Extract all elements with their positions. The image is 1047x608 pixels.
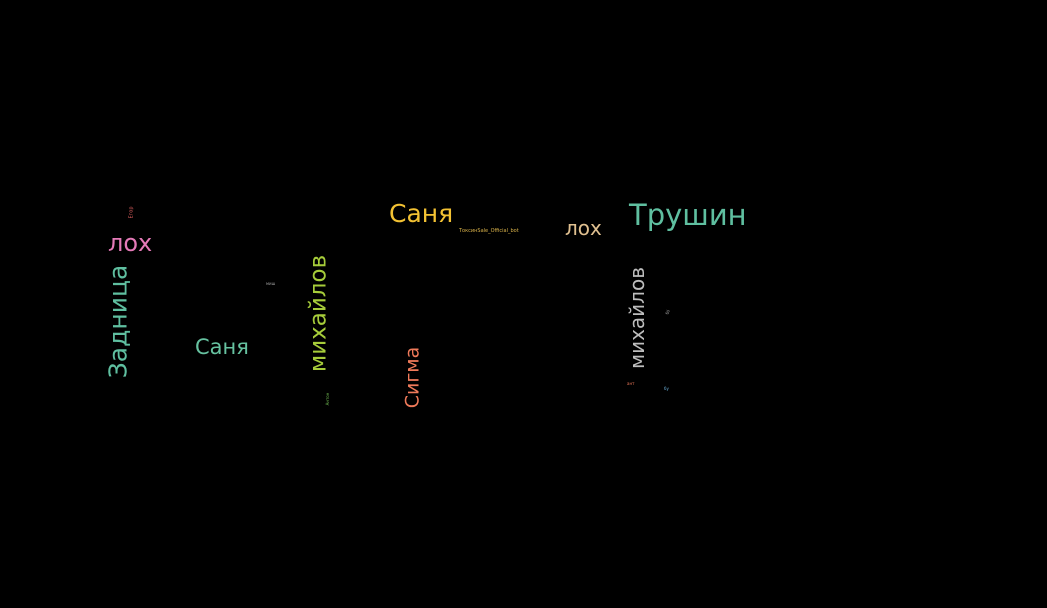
word-tiny: бу — [664, 386, 669, 391]
word-tiny: ант — [627, 381, 635, 386]
word-zadnitsa: Задница — [103, 264, 133, 379]
word-sanya: Саня — [195, 335, 249, 359]
word-mikhailov: михайлов — [305, 254, 332, 373]
word-lokh: лох — [108, 229, 153, 257]
word-bot: ТоксинSale_Official_bot — [459, 228, 519, 234]
word-sanya: Саня — [389, 199, 454, 228]
word-tiny: миш — [266, 281, 276, 286]
word-trushin: Трушин — [629, 198, 747, 232]
word-tiny: Егор — [128, 206, 135, 219]
word-sigma: Сигма — [401, 346, 424, 409]
word-mikhailov: михайлов — [625, 267, 649, 369]
word-tiny: Антон — [325, 392, 330, 406]
word-tiny: бу — [665, 309, 670, 315]
word-lokh: лох — [565, 216, 602, 240]
